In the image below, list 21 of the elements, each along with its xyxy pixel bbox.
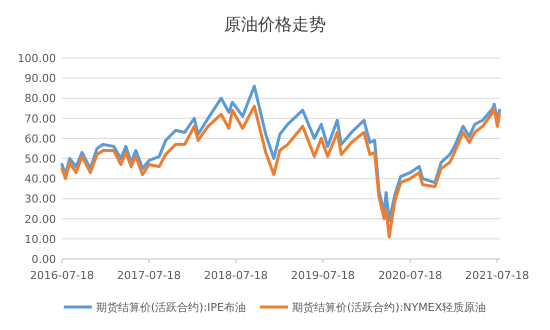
x-tick-label: 2018-07-18 <box>204 269 268 282</box>
legend-label: 期货结算价(活跃合约):NYMEX轻质原油 <box>292 301 486 314</box>
y-tick-label: 60.00 <box>24 132 56 146</box>
x-tick-label: 2021-07-18 <box>465 269 530 282</box>
y-tick-label: 70.00 <box>24 112 56 126</box>
y-tick-label: 80.00 <box>24 92 56 106</box>
y-tick-label: 20.00 <box>24 212 56 226</box>
y-tick-label: 40.00 <box>24 172 56 186</box>
x-tick-label: 2020-07-18 <box>378 269 442 282</box>
y-tick-label: 0.00 <box>32 253 56 266</box>
legend-label: 期货结算价(活跃合约):IPE布油 <box>96 301 246 314</box>
y-tick-label: 30.00 <box>24 192 56 206</box>
y-tick-label: 50.00 <box>24 152 56 166</box>
y-tick-label: 90.00 <box>24 72 56 86</box>
y-tick-label: 100.00 <box>18 52 56 65</box>
y-tick-label: 10.00 <box>24 232 56 246</box>
chart-title: 原油价格走势 <box>224 15 326 35</box>
x-tick-label: 2019-07-18 <box>290 269 355 282</box>
line-series <box>60 104 502 238</box>
x-tick-label: 2017-07-18 <box>117 269 181 282</box>
x-tick-label: 2016-07-18 <box>30 269 94 282</box>
